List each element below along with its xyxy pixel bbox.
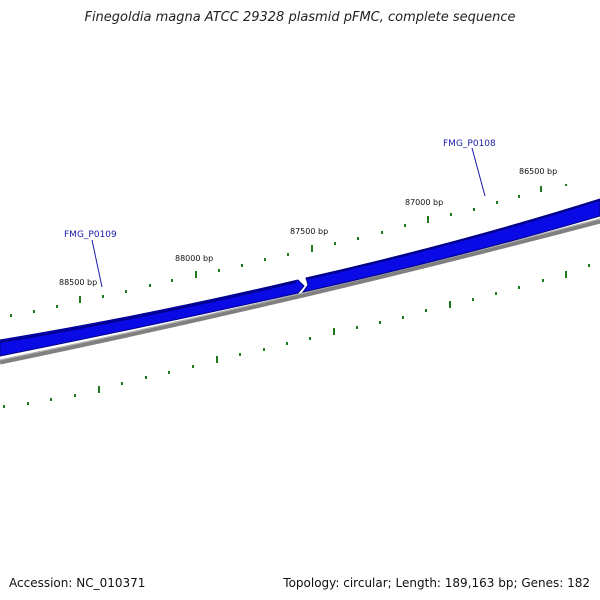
tick-label: 87500 bp	[290, 227, 328, 236]
tick-label: 88000 bp	[175, 254, 213, 263]
sequence-summary: Topology: circular; Length: 189,163 bp; …	[283, 576, 590, 590]
accession-label: Accession: NC_010371	[9, 576, 146, 590]
tick-label: 88500 bp	[59, 278, 97, 287]
tick-label: 87000 bp	[405, 198, 443, 207]
gene-label-leader	[471, 147, 486, 197]
outer-tick-ring	[10, 184, 567, 317]
gene-fmg-p0109[interactable]	[0, 279, 305, 357]
backbone-circle	[0, 218, 600, 365]
tick-label: 86500 bp	[519, 167, 557, 176]
gene-label-fmg-p0109[interactable]: FMG_P0109	[64, 230, 117, 240]
map-title: Finegoldia magna ATCC 29328 plasmid pFMC…	[84, 10, 516, 25]
gene-fmg-p0108[interactable]	[301, 198, 600, 293]
inner-tick-ring	[3, 264, 590, 408]
gene-label-leader	[91, 239, 103, 288]
gene-label-fmg-p0108[interactable]: FMG_P0108	[443, 139, 496, 149]
